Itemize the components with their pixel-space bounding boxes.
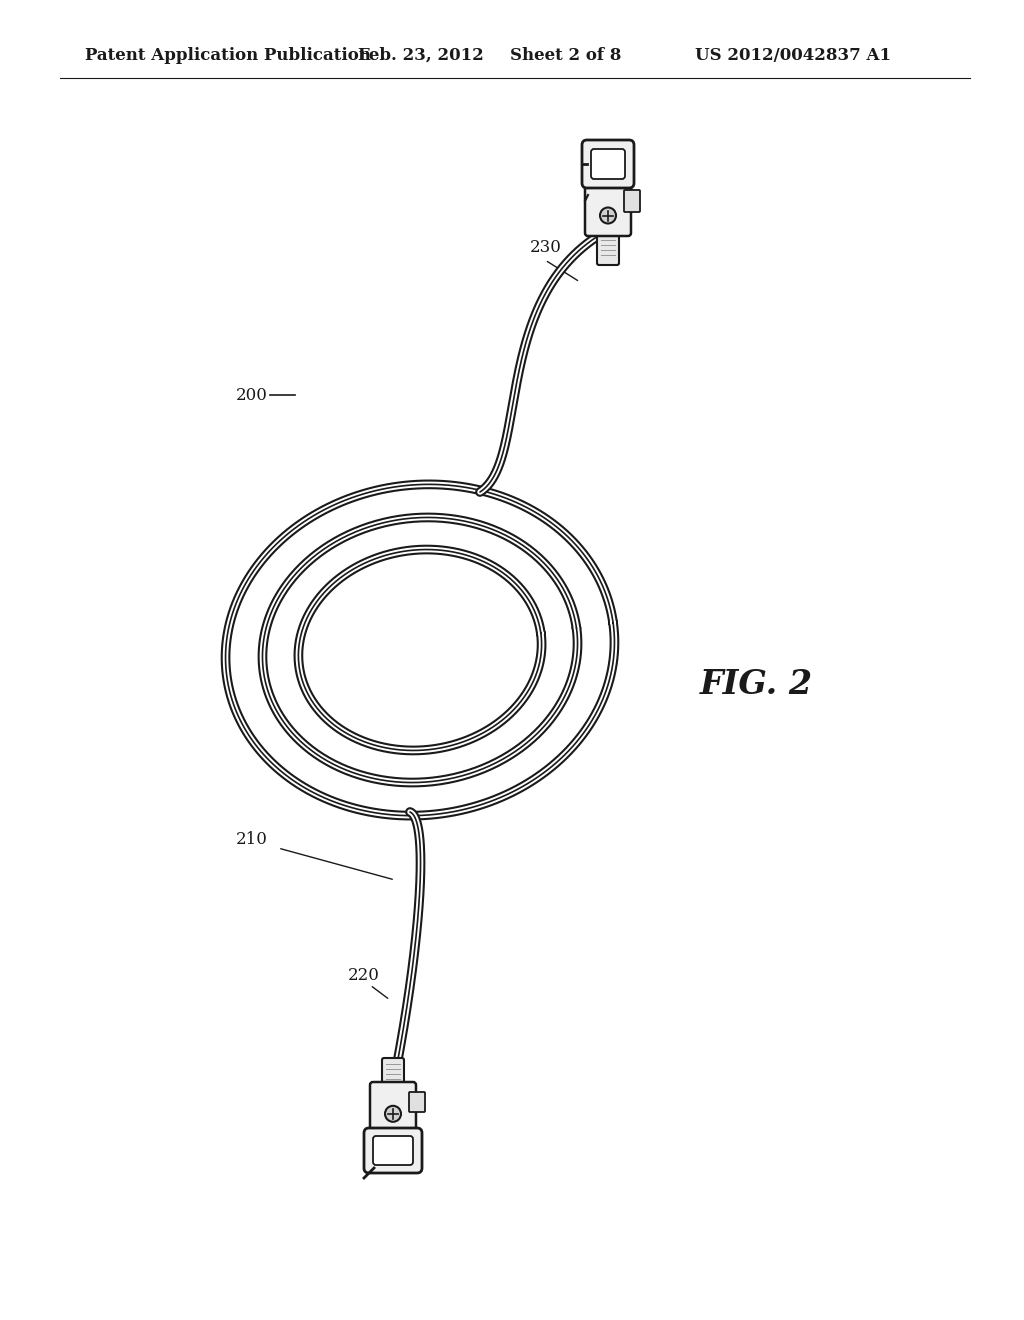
FancyBboxPatch shape xyxy=(624,190,640,213)
FancyBboxPatch shape xyxy=(364,1129,422,1173)
FancyBboxPatch shape xyxy=(373,1137,413,1166)
FancyBboxPatch shape xyxy=(409,1092,425,1111)
FancyBboxPatch shape xyxy=(591,149,625,180)
Text: 210: 210 xyxy=(237,832,268,849)
Text: Sheet 2 of 8: Sheet 2 of 8 xyxy=(510,46,622,63)
Text: Feb. 23, 2012: Feb. 23, 2012 xyxy=(358,46,483,63)
Text: 200: 200 xyxy=(237,387,268,404)
Text: Patent Application Publication: Patent Application Publication xyxy=(85,46,371,63)
Text: FIG. 2: FIG. 2 xyxy=(700,668,813,701)
Circle shape xyxy=(600,207,616,223)
FancyBboxPatch shape xyxy=(597,234,618,265)
Text: US 2012/0042837 A1: US 2012/0042837 A1 xyxy=(695,46,891,63)
FancyBboxPatch shape xyxy=(585,180,631,236)
Text: 230: 230 xyxy=(530,239,562,256)
FancyBboxPatch shape xyxy=(382,1059,404,1086)
Text: 220: 220 xyxy=(348,966,380,983)
FancyBboxPatch shape xyxy=(582,140,634,187)
FancyBboxPatch shape xyxy=(370,1082,416,1137)
Circle shape xyxy=(385,1106,401,1122)
